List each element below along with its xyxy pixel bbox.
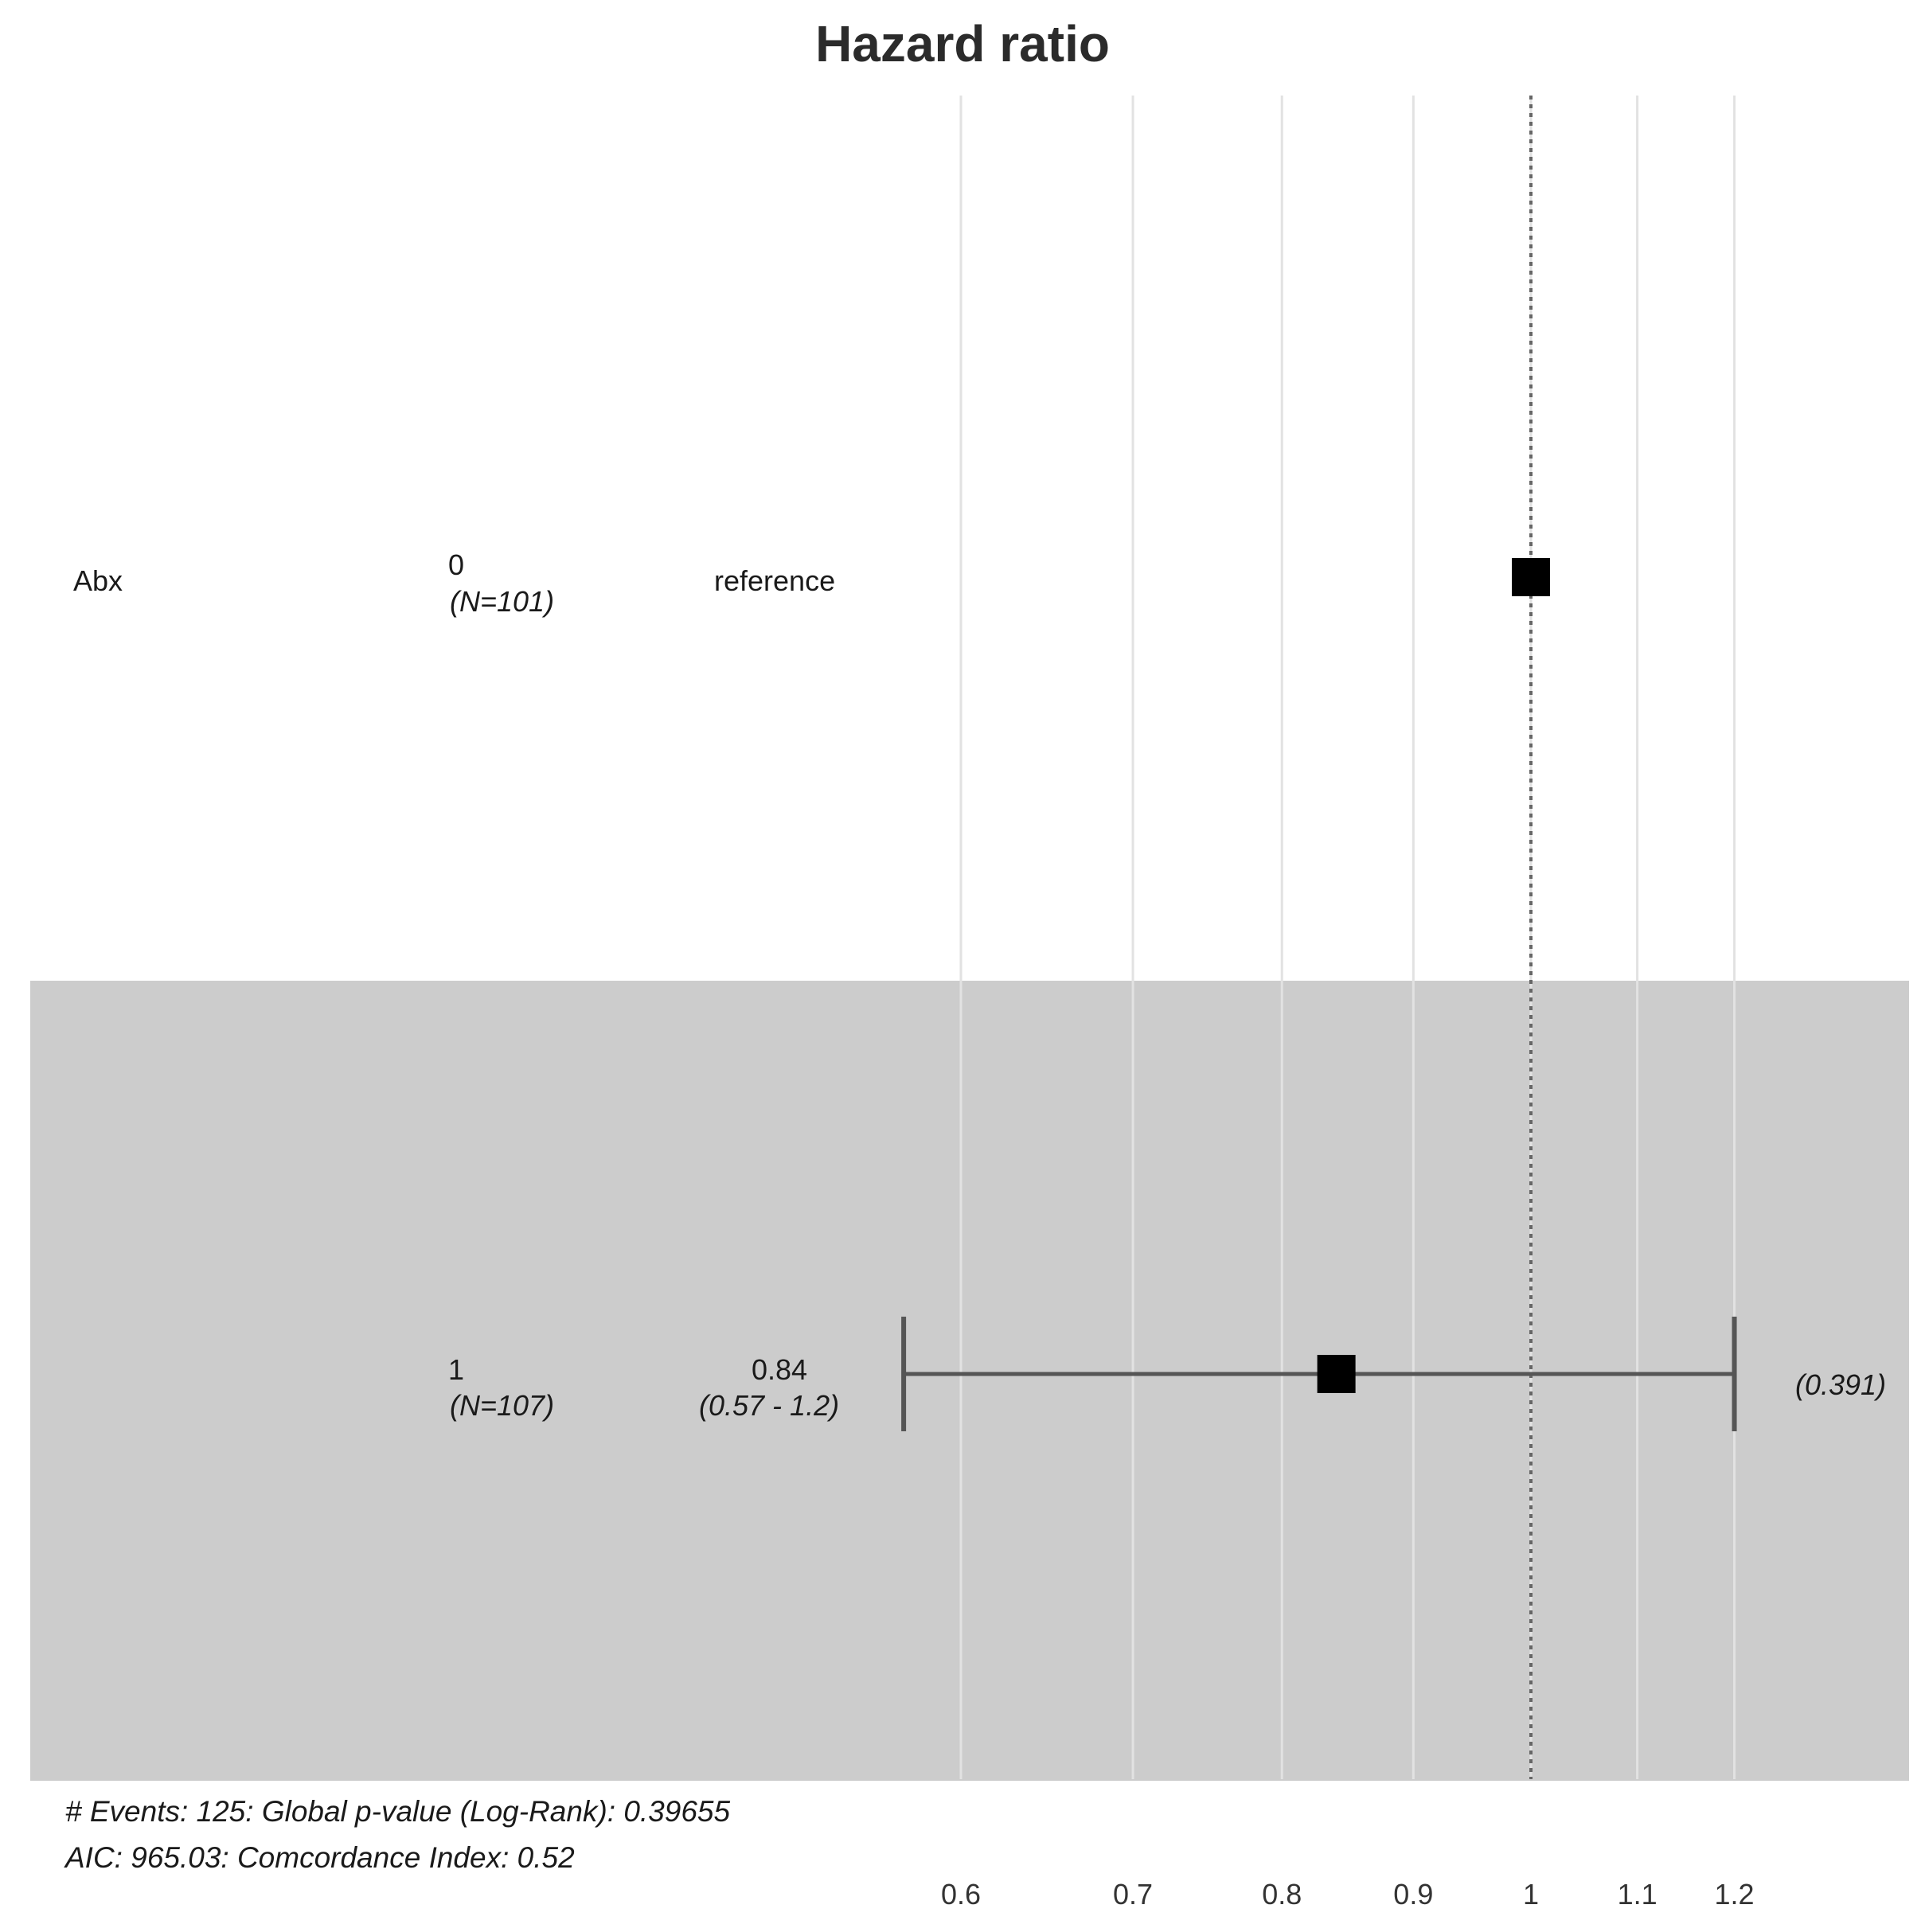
x-tick-label: 1.2 xyxy=(1715,1878,1755,1911)
x-tick-label: 0.9 xyxy=(1393,1878,1433,1911)
x-axis-ticks: 0.6 0.7 0.8 0.9 1 1.1 1.2 xyxy=(941,1878,1755,1911)
variable-label: Abx xyxy=(73,564,123,597)
footer-aic: AIC: 965.03: Comcordance Index: 0.52 xyxy=(65,1841,575,1874)
row-0-level: 0 xyxy=(448,548,465,581)
x-tick-label: 1.1 xyxy=(1618,1878,1658,1911)
row-1-ci: (0.57 - 1.2) xyxy=(699,1389,840,1422)
row-0-n: (N=101) xyxy=(450,585,555,618)
point-estimate-marker xyxy=(1512,558,1550,596)
x-tick-label: 0.7 xyxy=(1113,1878,1153,1911)
row-0-estimate: reference xyxy=(714,564,836,597)
x-tick-label: 0.6 xyxy=(941,1878,981,1911)
row-1-level: 1 xyxy=(448,1353,465,1386)
gridlines xyxy=(959,96,1736,1779)
chart-title: Hazard ratio xyxy=(815,15,1110,72)
shaded-row-band xyxy=(30,981,1909,1781)
x-tick-label: 0.8 xyxy=(1262,1878,1302,1911)
row-1-pvalue: (0.391) xyxy=(1795,1368,1887,1401)
row-1-n: (N=107) xyxy=(450,1389,555,1422)
row-1-estimate: 0.84 xyxy=(752,1353,808,1386)
point-estimate-marker xyxy=(1317,1355,1356,1393)
x-tick-label: 1 xyxy=(1523,1878,1539,1911)
point-estimates xyxy=(1317,558,1550,1393)
footer-events: # Events: 125: Global p-value (Log-Rank)… xyxy=(65,1795,731,1828)
